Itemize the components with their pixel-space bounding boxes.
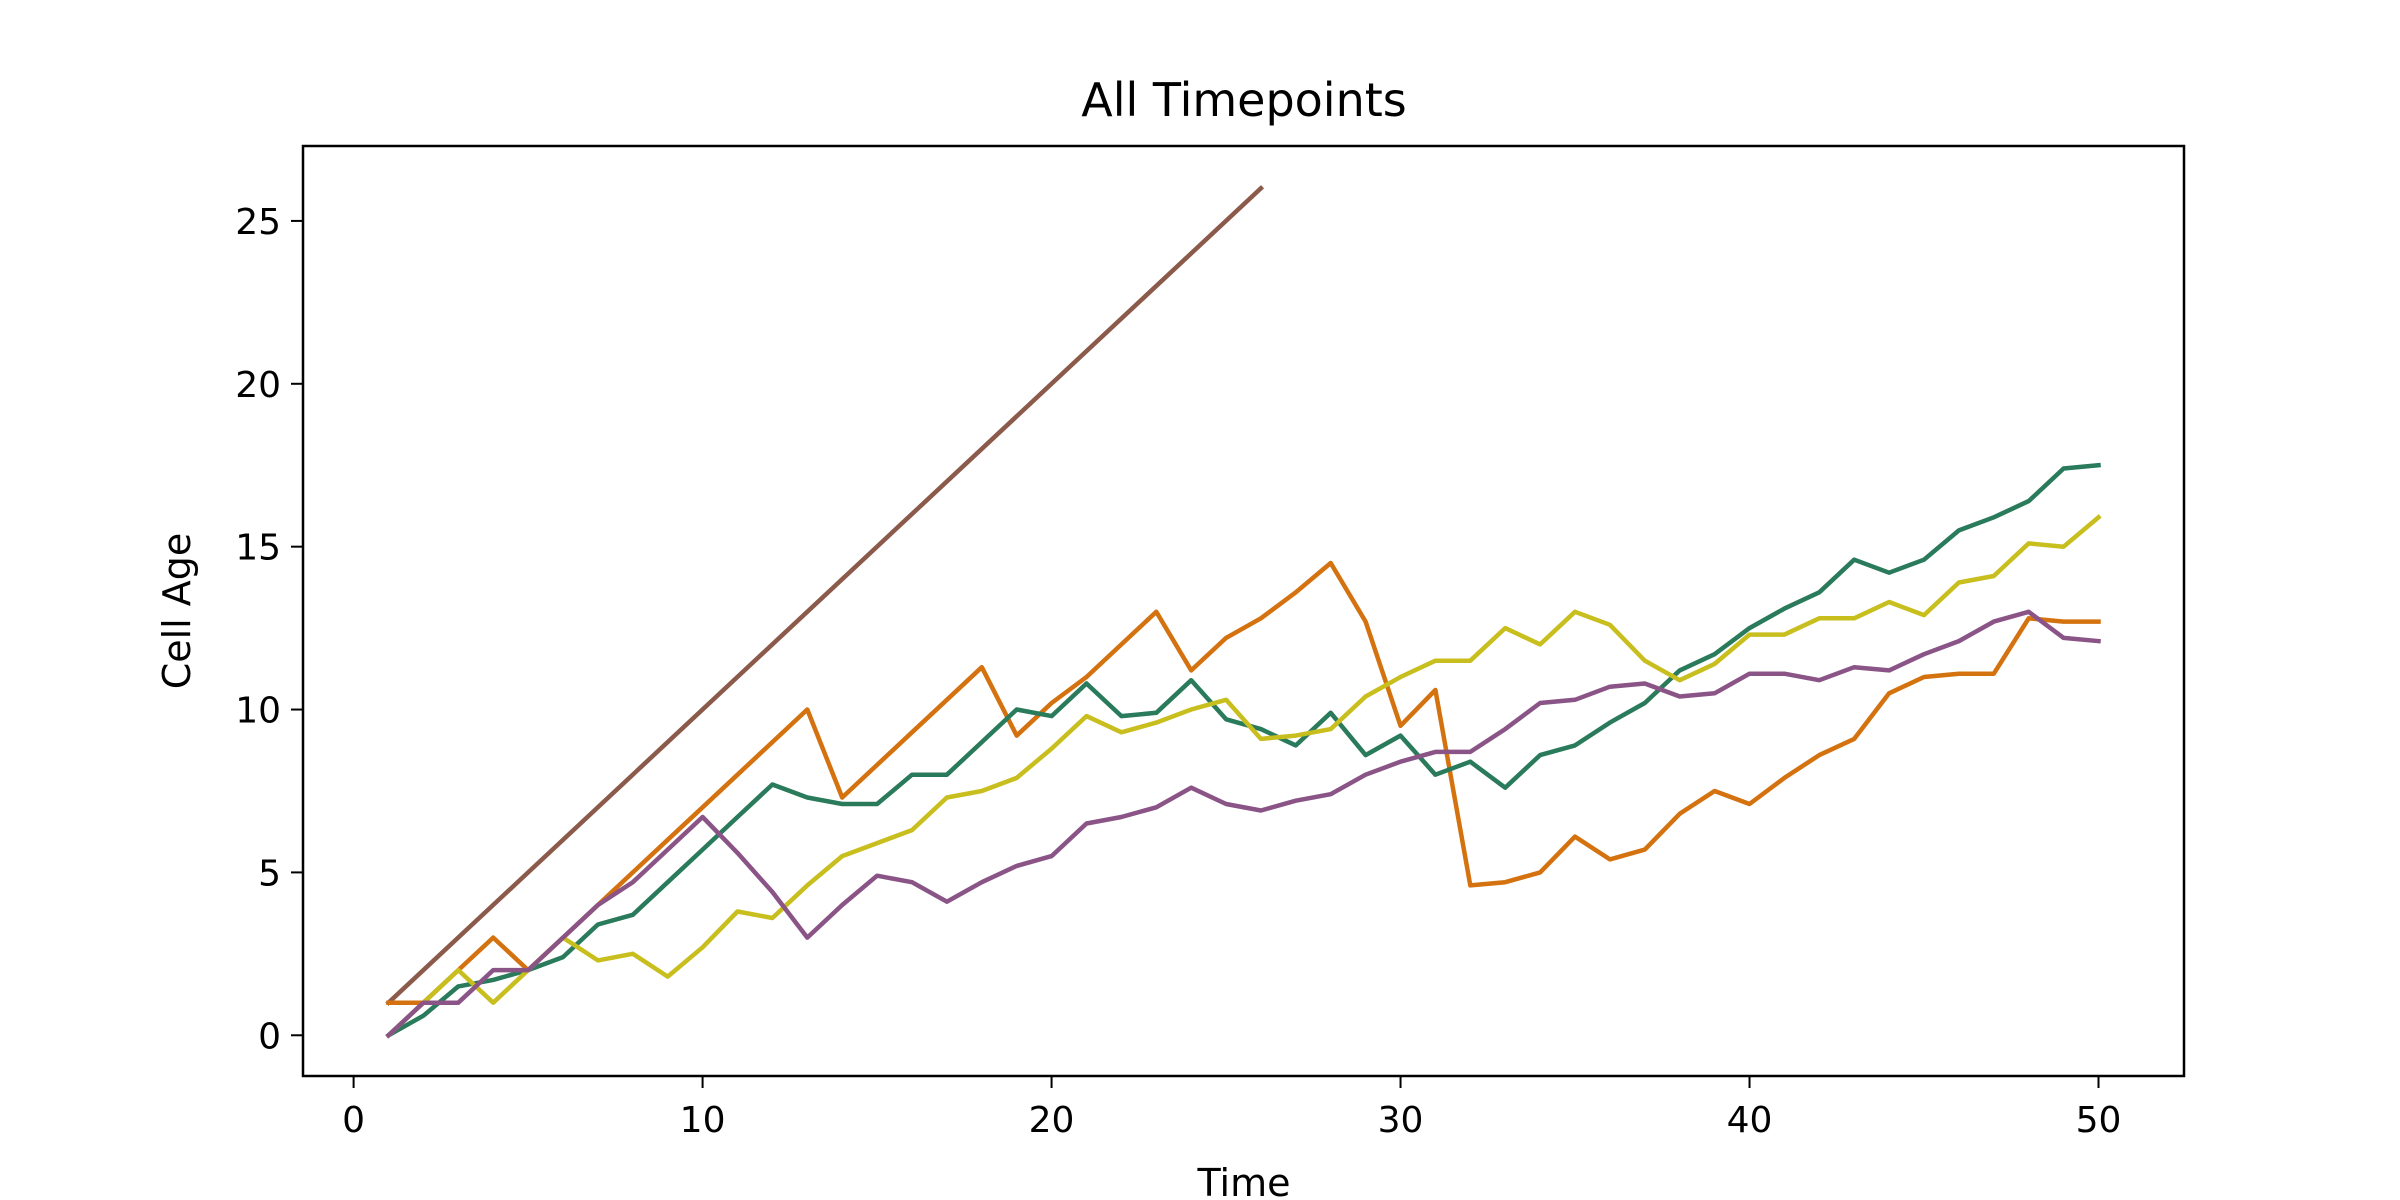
x-tick-label: 0 [342,1100,365,1141]
chart-title: All Timepoints [1081,73,1407,127]
series-line-1 [385,185,1265,1006]
x-tick-label: 50 [2076,1100,2122,1141]
y-tick-label: 0 [258,1016,281,1057]
series-line-2 [386,560,2101,1005]
x-tick-label: 10 [680,1100,726,1141]
y-axis: 0 5 10 15 20 25 [235,202,303,1057]
y-tick-label: 20 [235,365,281,406]
plot-frame [301,144,2186,1078]
y-tick-label: 10 [235,691,281,732]
x-tick-label: 20 [1029,1100,1075,1141]
series-line-5 [385,609,2101,1039]
series-line-4 [385,514,2102,1039]
x-axis: 0 10 20 30 40 50 [342,1076,2121,1141]
series-line-3 [385,462,2101,1039]
x-axis-label: Time [1197,1161,1291,1200]
y-tick-label: 15 [235,528,281,569]
x-tick-label: 30 [1378,1100,1424,1141]
series-layer [385,185,2102,1039]
y-axis-label: Cell Age [155,533,199,690]
y-tick-label: 25 [235,202,281,243]
x-tick-label: 40 [1727,1100,1773,1141]
y-tick-label: 5 [258,853,281,894]
